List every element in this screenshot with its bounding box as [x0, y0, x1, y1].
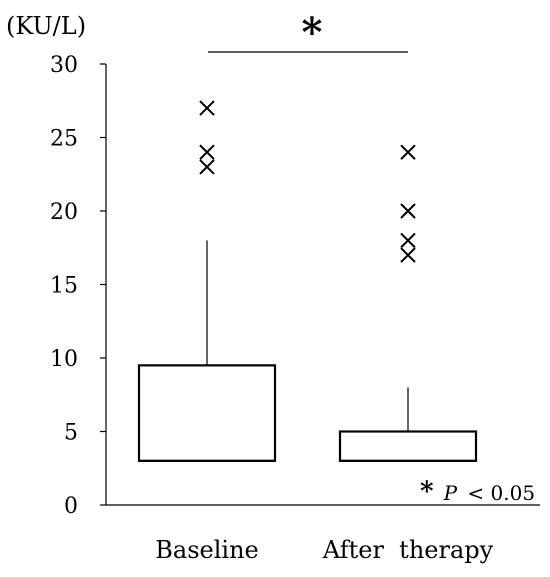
boxes-group	[139, 101, 476, 461]
y-tick-label: 5	[64, 421, 78, 446]
outlier-marker	[401, 204, 415, 218]
significance-marker: *	[302, 9, 323, 56]
category-label-after-therapy: After therapy	[322, 536, 494, 564]
y-tick-label: 30	[50, 53, 78, 78]
y-tick-label: 10	[50, 347, 78, 372]
outlier-marker	[401, 145, 415, 159]
outlier-marker	[200, 160, 214, 174]
p-value-note-marker: *	[420, 477, 434, 507]
outlier-marker	[200, 145, 214, 159]
p-value-note-p: P	[443, 481, 458, 505]
p-value-note-rest: < 0.05	[461, 481, 535, 505]
box-after-therapy	[340, 145, 476, 461]
box-baseline	[139, 101, 275, 461]
y-tick-label: 15	[50, 274, 78, 299]
y-tick-label: 0	[64, 494, 78, 519]
iqr-box	[340, 432, 476, 461]
outlier-marker	[200, 101, 214, 115]
category-label-baseline: Baseline	[155, 536, 258, 564]
y-axis-unit-label: (KU/L)	[6, 12, 86, 40]
y-tick-label: 20	[50, 200, 78, 225]
iqr-box	[139, 365, 275, 461]
outlier-marker	[401, 248, 415, 262]
y-tick-label: 25	[50, 127, 78, 152]
y-axis-ticks: 0 5 10 15 20 25 30	[50, 53, 106, 519]
p-value-note: * P < 0.05	[420, 477, 535, 507]
outlier-marker	[401, 233, 415, 247]
